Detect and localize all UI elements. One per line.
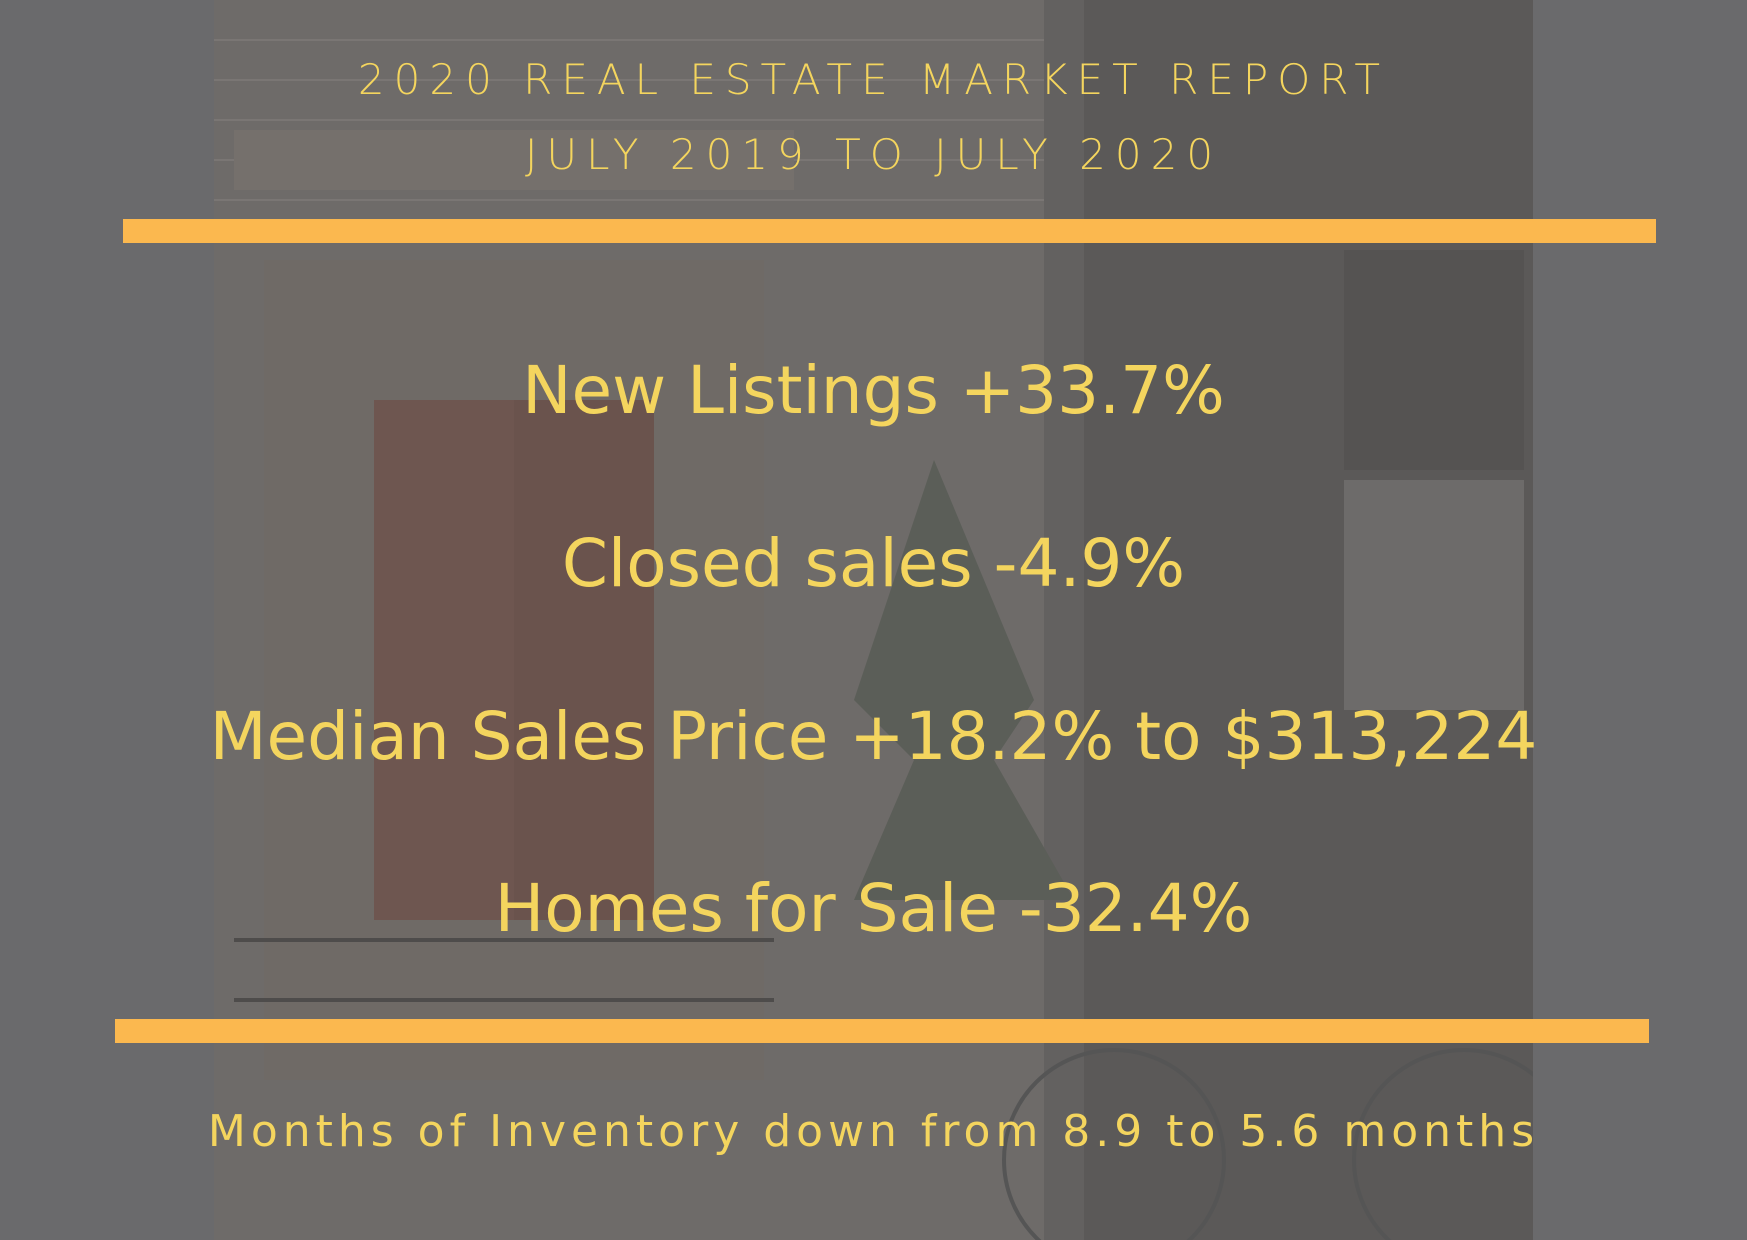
report-subtitle: JULY 2019 TO JULY 2020	[524, 130, 1223, 179]
background-photo	[214, 0, 1533, 1240]
stat-line: Homes for Sale -32.4%	[494, 870, 1253, 947]
stat-line: New Listings +33.7%	[522, 352, 1225, 429]
divider	[115, 1019, 1649, 1043]
divider	[123, 219, 1656, 243]
report-title: 2020 REAL ESTATE MARKET REPORT	[357, 55, 1390, 104]
stat-line: Median Sales Price +18.2% to $313,224	[209, 698, 1538, 775]
stat-line: Closed sales -4.9%	[561, 525, 1186, 602]
footer-note: Months of Inventory down from 8.9 to 5.6…	[207, 1106, 1540, 1157]
